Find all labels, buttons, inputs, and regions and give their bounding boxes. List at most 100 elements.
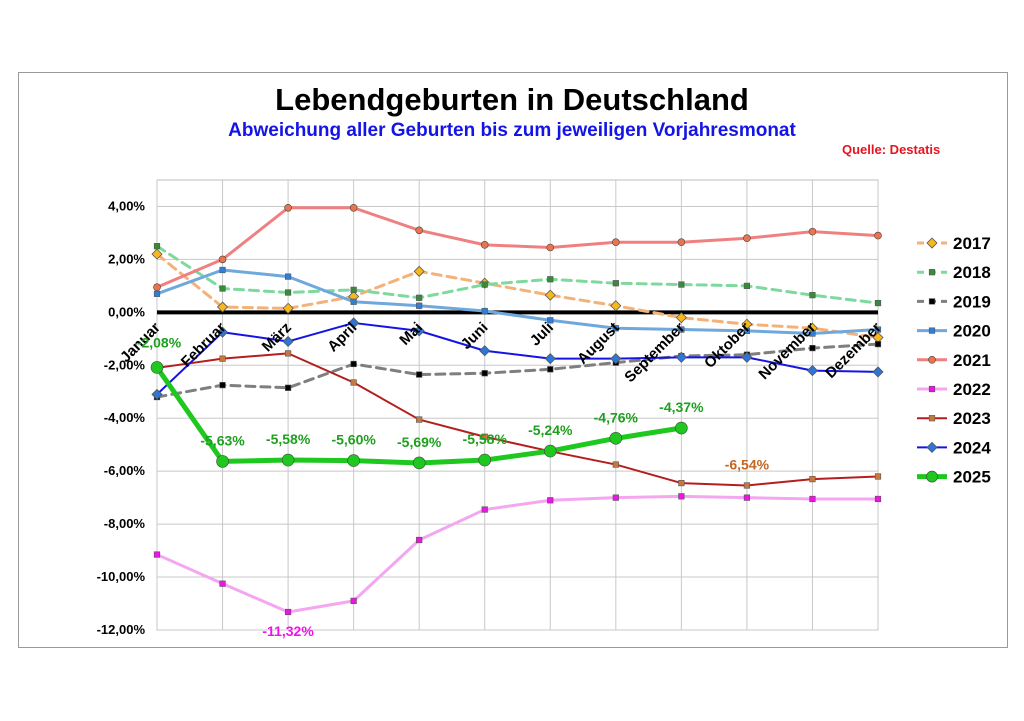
data-label: -5,69%	[397, 434, 442, 450]
data-point-2021	[284, 203, 292, 212]
data-point-2021	[677, 238, 686, 247]
data-point-2020	[743, 327, 751, 334]
data-point-2020	[284, 273, 292, 280]
legend-item-2023: 2023	[917, 409, 991, 428]
data-point-2022	[481, 506, 488, 513]
data-label: -5,58%	[266, 431, 311, 447]
data-point-2024	[348, 317, 360, 329]
data-point-2018	[153, 243, 161, 250]
data-point-2017	[610, 300, 622, 312]
data-point-2025	[347, 454, 360, 467]
y-tick-label: 2,00%	[108, 251, 145, 266]
data-point-2020	[481, 307, 488, 315]
data-point-2022	[153, 551, 161, 558]
data-point-2018	[416, 294, 423, 301]
data-point-2018	[678, 281, 685, 288]
legend-marker	[928, 298, 936, 305]
data-point-2024	[675, 351, 687, 363]
data-point-2019	[284, 384, 292, 391]
data-point-2021	[743, 234, 751, 243]
data-point-2023	[350, 379, 357, 386]
data-point-2018	[547, 276, 554, 283]
data-point-2021	[349, 203, 358, 212]
data-point-2022	[219, 580, 226, 587]
data-point-2017	[544, 289, 556, 301]
y-tick-label: 4,00%	[108, 198, 145, 213]
data-point-2023	[219, 355, 226, 362]
series-2021	[155, 206, 880, 289]
data-point-2018	[284, 289, 292, 296]
data-point-2022	[874, 495, 882, 503]
legend-label: 2024	[953, 438, 991, 457]
chart-frame	[18, 72, 1008, 648]
series-line-2020	[155, 268, 880, 336]
data-point-2020	[547, 317, 554, 324]
legend-marker	[926, 237, 938, 249]
data-label: -6,54%	[725, 456, 770, 472]
data-point-2024	[610, 353, 622, 365]
y-tick-label: -2,00%	[104, 357, 146, 372]
data-point-2019	[481, 370, 488, 377]
data-point-2025	[281, 453, 295, 467]
data-point-2018	[350, 286, 357, 293]
chart-source: Quelle: Destatis	[842, 142, 941, 157]
data-point-2019	[219, 382, 226, 389]
data-point-2019	[350, 360, 357, 368]
data-point-2021	[808, 227, 817, 236]
legend-item-2021: 2021	[917, 351, 991, 370]
data-point-2022	[678, 493, 685, 500]
data-point-2024	[544, 353, 556, 365]
series-2020	[155, 268, 880, 336]
data-point-2023	[416, 416, 423, 423]
series-line-2019	[155, 342, 880, 399]
data-point-2022	[284, 608, 292, 616]
data-point-2025	[216, 455, 229, 468]
data-point-2025	[478, 453, 492, 467]
data-point-2018	[809, 292, 816, 299]
data-point-2018	[219, 285, 226, 292]
data-point-2020	[612, 325, 619, 332]
data-label: -2,08%	[137, 334, 182, 350]
data-point-2018	[874, 299, 882, 307]
series-line-2021	[155, 206, 880, 289]
data-label: -5,63%	[200, 432, 245, 448]
series-2017	[155, 252, 880, 339]
legend-label: 2017	[953, 234, 991, 253]
legend-marker	[928, 385, 936, 393]
data-point-2023	[612, 461, 619, 468]
data-point-2023	[481, 433, 488, 440]
data-point-2020	[350, 298, 357, 305]
data-label: -4,76%	[594, 409, 639, 425]
data-point-2021	[480, 241, 489, 249]
data-point-2017	[282, 302, 294, 314]
y-tick-label: -8,00%	[104, 516, 146, 531]
series-2022	[155, 494, 880, 614]
series-line-2024	[156, 321, 879, 396]
legend-marker	[928, 415, 936, 422]
data-point-2021	[218, 255, 227, 264]
legend-marker	[926, 470, 938, 483]
data-point-2018	[743, 282, 751, 289]
data-point-2024	[741, 351, 753, 363]
data-point-2019	[416, 371, 423, 378]
data-point-2024	[872, 366, 884, 378]
data-point-2020	[809, 330, 816, 337]
data-point-2025	[675, 421, 688, 435]
data-point-2025	[150, 361, 164, 374]
series-line-2018	[155, 244, 880, 305]
y-tick-label: -6,00%	[104, 463, 146, 478]
y-tick-label: 0,00%	[108, 304, 145, 319]
data-label: -5,60%	[331, 432, 376, 448]
data-point-2023	[874, 473, 882, 480]
data-point-2021	[415, 226, 423, 235]
data-point-2017	[413, 265, 425, 277]
data-point-2020	[219, 266, 226, 274]
legend-item-2018: 2018	[917, 263, 991, 282]
data-point-2022	[547, 497, 554, 504]
legend-label: 2023	[953, 409, 991, 428]
legend-marker	[928, 327, 936, 334]
legend-label: 2021	[953, 351, 991, 370]
data-point-2017	[151, 248, 163, 260]
data-point-2024	[413, 325, 425, 337]
legend-label: 2018	[953, 263, 991, 282]
